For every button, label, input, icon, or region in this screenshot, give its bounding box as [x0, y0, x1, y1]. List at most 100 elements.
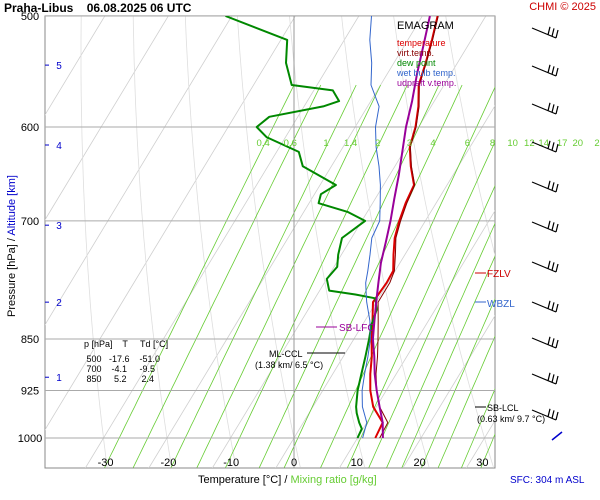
isotherm-line [338, 209, 495, 468]
wind-barb-flag [555, 339, 559, 349]
wind-barb-flag [547, 372, 551, 381]
wind-barb-flag [555, 29, 559, 39]
wind-barb-flag [547, 220, 551, 229]
wind-barb-flag [551, 28, 555, 37]
legend-item-updraft: udpraft v.temp. [397, 78, 457, 88]
series-temperature [369, 16, 439, 439]
wind-barb-flag [551, 262, 555, 271]
wind-barbs [531, 26, 563, 441]
table-row-700: 700 -4.1 -9.5 [84, 364, 156, 374]
x-axis-title: Temperature [°C] / Mixing ratio [g/kg] [198, 474, 377, 486]
sb-lcl-label: SB-LCL [487, 403, 519, 413]
series-wet-bulb-temp [361, 16, 381, 439]
ml-ccl-sublabel: (1.38 km/ 6.5 °C) [255, 360, 324, 370]
mixing-ratio-label: 20 [572, 138, 583, 149]
x-axis-mixing-label: Mixing ratio [g/kg] [290, 474, 377, 486]
mixing-ratio-label: 25 [594, 138, 600, 149]
isotherm-line [45, 16, 296, 431]
sfc-label: SFC: 304 m ASL [510, 475, 585, 486]
mixing-ratio-line [401, 255, 495, 468]
mixing-ratio-label: 2 [375, 138, 380, 149]
wind-barb-flag [551, 66, 555, 75]
mixing-ratio-label: 3 [407, 138, 412, 149]
wind-barb-flag [555, 223, 559, 233]
legend-title: EMAGRAM [397, 20, 454, 32]
dry-adiabat-line [445, 16, 495, 258]
wind-barb-staff [551, 431, 563, 441]
dry-adiabat-line [132, 16, 172, 468]
credit-label: CHMI © 2025 [529, 1, 596, 13]
temperature-tick-label: 20 [413, 457, 425, 469]
dry-adiabat-line [596, 0, 600, 468]
wind-barb-flag [555, 143, 559, 153]
wind-barb-flag [547, 180, 551, 189]
mixing-ratio-line [386, 222, 495, 468]
wind-barb-flag [551, 222, 555, 231]
wind-barb [531, 336, 559, 349]
wind-barb-flag [555, 411, 559, 421]
wind-barb-surface [551, 431, 563, 441]
temperature-tick-label: -20 [160, 457, 176, 469]
mixing-ratio-line [368, 184, 495, 468]
series-dew-point [225, 16, 378, 439]
series-lines [225, 16, 439, 439]
dry-adiabat-line [289, 16, 366, 468]
wind-barb-flag [547, 140, 551, 149]
mixing-ratio-label: 14 [538, 138, 549, 149]
mixing-ratio-label: 6 [465, 138, 470, 149]
wind-barb [531, 102, 559, 115]
y-axis-title: Pressure [hPa] / Altitude [km] [6, 136, 18, 356]
wind-barb-flag [555, 263, 559, 273]
altitude-tick-label: 3 [56, 221, 62, 232]
isotherm-line [402, 314, 495, 468]
wind-barb-flag [551, 302, 555, 311]
wind-barb-flag [555, 105, 559, 115]
wind-barb [531, 300, 559, 313]
mixing-ratio-line [196, 84, 381, 468]
legend-item-virt-temp: virt.temp. [397, 48, 435, 58]
station-name: Praha-Libus [4, 1, 74, 15]
pressure-tick-label: 925 [21, 386, 39, 398]
ml-ccl-label: ML-CCL [269, 349, 303, 359]
wind-barb-flag [547, 64, 551, 73]
pressure-tick-label: 850 [21, 334, 39, 346]
isotherm-line [45, 16, 169, 221]
series-virt-temp [375, 16, 439, 439]
wind-barb-flag [555, 67, 559, 77]
mixing-ratio-line [461, 388, 495, 468]
table-header: p [hPa] T Td [°C] [84, 339, 169, 349]
wind-barb-flag [551, 374, 555, 383]
temperature-tick-label: 0 [291, 457, 297, 469]
wind-barb-flag [547, 102, 551, 111]
dry-adiabat-line [393, 16, 494, 468]
pressure-tick-label: 700 [21, 216, 39, 228]
wind-barb-flag [547, 260, 551, 269]
pressure-tick-label: 500 [21, 11, 39, 23]
altitude-tick-label: 1 [56, 373, 62, 384]
mixing-ratio-label: 10 [507, 138, 518, 149]
mixing-ratio-line [170, 84, 357, 468]
mixing-ratio-line [421, 298, 495, 468]
temperature-tick-label: -30 [98, 457, 114, 469]
x-axis-separator: / [284, 474, 288, 486]
wind-barb [531, 220, 559, 233]
wind-barb-flag [555, 303, 559, 313]
altitude-tick-label: 4 [56, 141, 62, 152]
mixing-ratio-line [320, 86, 495, 468]
mixing-ratio-label: 1.4 [344, 138, 357, 149]
dry-adiabat-line [80, 16, 108, 468]
wind-barb [531, 64, 559, 77]
mixing-ratio-line [437, 335, 495, 468]
isotherm-line [576, 0, 600, 496]
mixing-ratio-line [347, 140, 495, 468]
legend-item-temperature: temperature [397, 38, 446, 48]
mixing-ratio-line [283, 84, 463, 468]
temperature-tick-label: 10 [351, 457, 363, 469]
wind-barb-flag [555, 183, 559, 193]
dry-adiabat-line [493, 0, 600, 468]
wind-barb-flag [547, 408, 551, 417]
altitude-tick-label: 5 [56, 61, 62, 72]
table-row-850: 850 5.2 2.4 [84, 374, 155, 384]
axis-ticks: 0.40.611.4234681012141720253050060070085… [18, 11, 600, 469]
